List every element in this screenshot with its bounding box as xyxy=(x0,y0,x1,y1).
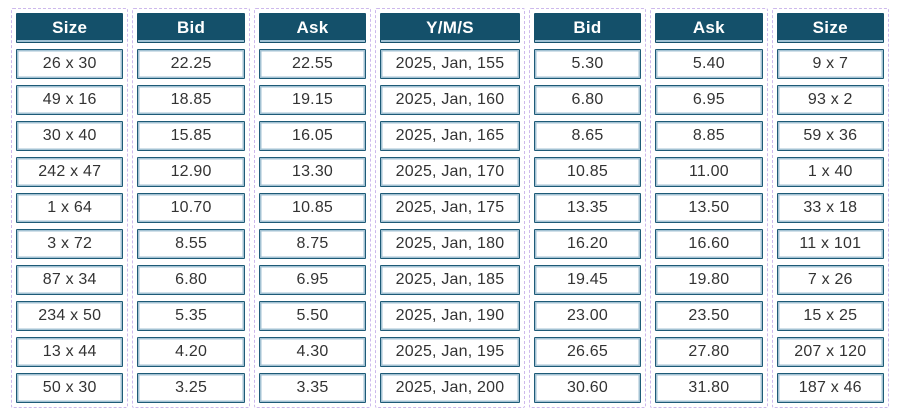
table-cell-size_right[interactable]: 207 x 120 xyxy=(776,337,884,367)
table-cell-bid_right[interactable]: 8.65 xyxy=(533,121,642,151)
table-cell-yms[interactable]: 2025, Jan, 160 xyxy=(380,85,520,115)
table-cell-ask_left[interactable]: 16.05 xyxy=(258,121,367,151)
table-cell-ask_left[interactable]: 22.55 xyxy=(258,49,367,79)
column-group-bid-left: Bid 22.25 18.85 15.85 12.90 10.70 8.55 6.80 5.3… xyxy=(132,8,250,408)
table-cell-ask_left[interactable]: 5.50 xyxy=(258,301,367,331)
column-header-ask-right: Ask xyxy=(655,13,763,43)
table-cell-bid_right[interactable]: 19.45 xyxy=(533,265,642,295)
table-cell-size_right[interactable]: 7 x 26 xyxy=(776,265,884,295)
table-cell-yms[interactable]: 2025, Jan, 155 xyxy=(380,49,520,79)
table-cell-bid_left[interactable]: 12.90 xyxy=(137,157,245,187)
column-header-yms: Y/M/S xyxy=(380,13,520,43)
table-cell-size_left[interactable]: 1 x 64 xyxy=(16,193,124,223)
table-cell-bid_left[interactable]: 18.85 xyxy=(137,85,245,115)
table-cell-yms[interactable]: 2025, Jan, 165 xyxy=(380,121,520,151)
table-cell-bid_right[interactable]: 26.65 xyxy=(533,337,642,367)
column-group-size-left: Size 26 x 30 49 x 16 30 x 40 242 x 47 1 x 64… xyxy=(11,8,129,408)
table-cell-size_left[interactable]: 242 x 47 xyxy=(16,157,124,187)
table-cell-ask_left[interactable]: 10.85 xyxy=(258,193,367,223)
options-chain-table: Size 26 x 30 49 x 16 30 x 40 242 x 47 1 x 64… xyxy=(11,8,889,408)
table-cell-size_right[interactable]: 9 x 7 xyxy=(776,49,884,79)
table-cell-ask_left[interactable]: 6.95 xyxy=(258,265,367,295)
table-cell-size_right[interactable]: 11 x 101 xyxy=(776,229,884,259)
table-cell-size_left[interactable]: 30 x 40 xyxy=(16,121,124,151)
table-cell-ask_right[interactable]: 23.50 xyxy=(655,301,763,331)
column-header-bid-left: Bid xyxy=(137,13,245,43)
table-cell-bid_left[interactable]: 15.85 xyxy=(137,121,245,151)
table-cell-bid_left[interactable]: 4.20 xyxy=(137,337,245,367)
column-header-bid-right: Bid xyxy=(533,13,642,43)
table-cell-size_right[interactable]: 93 x 2 xyxy=(776,85,884,115)
table-cell-ask_right[interactable]: 8.85 xyxy=(655,121,763,151)
table-cell-size_right[interactable]: 1 x 40 xyxy=(776,157,884,187)
table-cell-size_right[interactable]: 59 x 36 xyxy=(776,121,884,151)
table-cell-size_right[interactable]: 15 x 25 xyxy=(776,301,884,331)
table-cell-bid_left[interactable]: 6.80 xyxy=(137,265,245,295)
table-cell-ask_left[interactable]: 8.75 xyxy=(258,229,367,259)
table-cell-size_left[interactable]: 13 x 44 xyxy=(16,337,124,367)
table-cell-ask_right[interactable]: 5.40 xyxy=(655,49,763,79)
table-cell-size_right[interactable]: 187 x 46 xyxy=(776,373,884,403)
table-cell-size_left[interactable]: 49 x 16 xyxy=(16,85,124,115)
table-cell-size_left[interactable]: 50 x 30 xyxy=(16,373,124,403)
table-cell-bid_right[interactable]: 6.80 xyxy=(533,85,642,115)
table-cell-yms[interactable]: 2025, Jan, 195 xyxy=(380,337,520,367)
table-cell-ask_right[interactable]: 31.80 xyxy=(655,373,763,403)
column-header-size-right: Size xyxy=(776,13,884,43)
table-cell-bid_left[interactable]: 3.25 xyxy=(137,373,245,403)
table-cell-ask_right[interactable]: 6.95 xyxy=(655,85,763,115)
table-cell-yms[interactable]: 2025, Jan, 190 xyxy=(380,301,520,331)
column-group-bid-right: Bid 5.30 6.80 8.65 10.85 13.35 16.20 19.45 23.0… xyxy=(528,8,647,408)
table-cell-ask_left[interactable]: 13.30 xyxy=(258,157,367,187)
table-cell-bid_left[interactable]: 5.35 xyxy=(137,301,245,331)
table-cell-size_left[interactable]: 87 x 34 xyxy=(16,265,124,295)
table-cell-size_left[interactable]: 26 x 30 xyxy=(16,49,124,79)
table-cell-yms[interactable]: 2025, Jan, 175 xyxy=(380,193,520,223)
table-cell-bid_right[interactable]: 10.85 xyxy=(533,157,642,187)
table-cell-bid_right[interactable]: 30.60 xyxy=(533,373,642,403)
table-cell-ask_right[interactable]: 13.50 xyxy=(655,193,763,223)
table-cell-bid_right[interactable]: 13.35 xyxy=(533,193,642,223)
table-cell-bid_left[interactable]: 8.55 xyxy=(137,229,245,259)
table-cell-ask_right[interactable]: 11.00 xyxy=(655,157,763,187)
column-group-ask-right: Ask 5.40 6.95 8.85 11.00 13.50 16.60 19.80 23.5… xyxy=(650,8,768,408)
table-cell-size_right[interactable]: 33 x 18 xyxy=(776,193,884,223)
table-cell-bid_right[interactable]: 16.20 xyxy=(533,229,642,259)
table-cell-ask_right[interactable]: 16.60 xyxy=(655,229,763,259)
column-group-yms: Y/M/S 2025, Jan, 155 2025, Jan, 160 2025, … xyxy=(375,8,525,408)
table-cell-size_left[interactable]: 234 x 50 xyxy=(16,301,124,331)
table-cell-yms[interactable]: 2025, Jan, 170 xyxy=(380,157,520,187)
table-cell-ask_right[interactable]: 27.80 xyxy=(655,337,763,367)
column-group-size-right: Size 9 x 7 93 x 2 59 x 36 1 x 40 33 x 18 11 x… xyxy=(771,8,889,408)
table-cell-ask_right[interactable]: 19.80 xyxy=(655,265,763,295)
table-cell-bid_right[interactable]: 5.30 xyxy=(533,49,642,79)
table-cell-size_left[interactable]: 3 x 72 xyxy=(16,229,124,259)
table-cell-bid_right[interactable]: 23.00 xyxy=(533,301,642,331)
column-group-ask-left: Ask 22.55 19.15 16.05 13.30 10.85 8.75 6.95 5.5… xyxy=(253,8,372,408)
table-cell-ask_left[interactable]: 19.15 xyxy=(258,85,367,115)
table-cell-ask_left[interactable]: 4.30 xyxy=(258,337,367,367)
column-header-ask-left: Ask xyxy=(258,13,367,43)
column-header-size-left: Size xyxy=(16,13,124,43)
table-cell-bid_left[interactable]: 10.70 xyxy=(137,193,245,223)
table-cell-yms[interactable]: 2025, Jan, 185 xyxy=(380,265,520,295)
table-cell-yms[interactable]: 2025, Jan, 200 xyxy=(380,373,520,403)
table-cell-bid_left[interactable]: 22.25 xyxy=(137,49,245,79)
table-cell-yms[interactable]: 2025, Jan, 180 xyxy=(380,229,520,259)
table-cell-ask_left[interactable]: 3.35 xyxy=(258,373,367,403)
